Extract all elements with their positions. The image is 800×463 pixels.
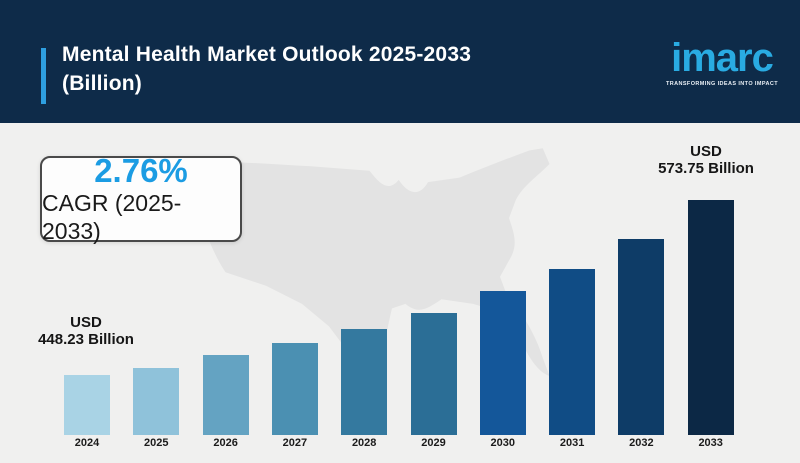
bar-2032 <box>618 239 665 435</box>
first-bar-value-label: USD 448.23 Billion <box>11 314 161 348</box>
cagr-callout: 2.76% CAGR (2025-2033) <box>40 152 242 244</box>
page-title: Mental Health Market Outlook 2025-2033 (… <box>62 43 472 95</box>
title-accent-bar <box>41 48 46 104</box>
bar-2028 <box>341 329 388 435</box>
bar-2031 <box>549 269 596 435</box>
cagr-value: 2.76% <box>94 152 188 189</box>
x-axis-label-2028: 2028 <box>351 437 377 449</box>
bar-2029 <box>410 313 457 435</box>
usa-map-silhouette <box>189 148 550 381</box>
bar-2024 <box>64 375 110 435</box>
first-bar-value-amount: 448.23 Billion <box>38 331 134 348</box>
x-axis-label-2024: 2024 <box>74 437 100 449</box>
x-axis-label-2030: 2030 <box>490 437 516 449</box>
imarc-logo: imarc TRANSFORMING IDEAS INTO IMPACT <box>663 36 781 87</box>
last-bar-value-amount: 573.75 Billion <box>658 160 754 177</box>
bar-2033 <box>687 200 734 435</box>
last-bar-value-currency: USD <box>690 143 722 160</box>
bar-2030 <box>479 291 526 435</box>
first-bar-value-currency: USD <box>70 314 102 331</box>
x-axis-label-2033: 2033 <box>698 437 723 449</box>
imarc-logo-text: imarc <box>671 36 774 80</box>
header: Mental Health Market Outlook 2025-2033 (… <box>0 0 800 123</box>
x-axis-label-2029: 2029 <box>421 437 446 449</box>
last-bar-value-label: USD 573.75 Billion <box>631 143 781 177</box>
x-axis-label-2027: 2027 <box>282 437 308 449</box>
bar-2027 <box>271 343 318 435</box>
x-axis-label-2032: 2032 <box>629 437 654 449</box>
imarc-logo-tagline: TRANSFORMING IDEAS INTO IMPACT <box>665 81 779 87</box>
x-axis-label-2025: 2025 <box>144 437 169 449</box>
bar-2026 <box>202 355 249 435</box>
cagr-label: CAGR (2025-2033) <box>42 190 182 244</box>
bar-2025 <box>133 368 180 435</box>
x-axis-label-2031: 2031 <box>559 437 585 449</box>
x-axis-label-2026: 2026 <box>213 437 238 449</box>
